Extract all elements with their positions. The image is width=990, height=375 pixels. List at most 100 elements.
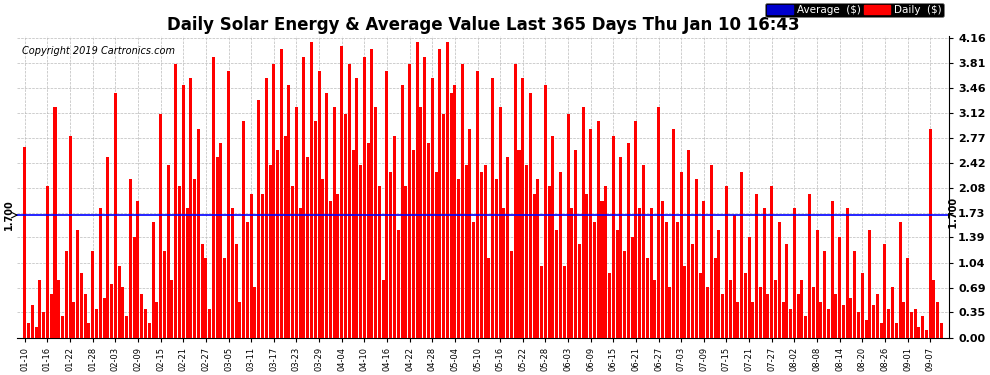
Bar: [585, 194, 588, 338]
Bar: [201, 244, 204, 338]
Bar: [427, 143, 430, 338]
Bar: [831, 201, 834, 338]
Bar: [43, 312, 46, 338]
Bar: [239, 302, 242, 338]
Bar: [122, 287, 125, 338]
Bar: [170, 280, 173, 338]
Bar: [816, 230, 819, 338]
Bar: [672, 129, 675, 338]
Bar: [506, 158, 509, 338]
Bar: [31, 305, 34, 338]
Bar: [341, 46, 344, 338]
Bar: [220, 143, 223, 338]
Bar: [518, 150, 521, 338]
Bar: [227, 71, 230, 338]
Bar: [283, 136, 287, 338]
Bar: [499, 107, 502, 338]
Bar: [699, 273, 702, 338]
Bar: [747, 237, 750, 338]
Bar: [87, 323, 90, 338]
Bar: [616, 230, 619, 338]
Bar: [921, 316, 924, 338]
Bar: [314, 122, 317, 338]
Bar: [243, 122, 246, 338]
Bar: [439, 50, 442, 338]
Bar: [797, 294, 800, 338]
Bar: [781, 302, 785, 338]
Bar: [355, 78, 358, 338]
Bar: [547, 186, 550, 338]
Bar: [623, 251, 626, 338]
Bar: [272, 64, 275, 338]
Bar: [125, 316, 128, 338]
Bar: [235, 244, 238, 338]
Bar: [789, 309, 792, 338]
Bar: [849, 298, 852, 338]
Bar: [570, 208, 573, 338]
Bar: [72, 302, 75, 338]
Bar: [510, 251, 513, 338]
Bar: [468, 129, 471, 338]
Bar: [80, 273, 83, 338]
Bar: [729, 280, 732, 338]
Bar: [785, 244, 788, 338]
Bar: [333, 107, 336, 338]
Bar: [446, 42, 448, 338]
Bar: [151, 222, 154, 338]
Bar: [129, 179, 132, 338]
Bar: [148, 323, 150, 338]
Bar: [657, 107, 660, 338]
Bar: [868, 230, 871, 338]
Bar: [741, 172, 743, 338]
Bar: [533, 194, 536, 338]
Bar: [899, 222, 902, 338]
Bar: [883, 244, 886, 338]
Bar: [257, 100, 260, 338]
Bar: [261, 194, 264, 338]
Bar: [683, 266, 686, 338]
Bar: [249, 194, 252, 338]
Bar: [182, 86, 185, 338]
Bar: [155, 302, 158, 338]
Bar: [103, 298, 106, 338]
Bar: [937, 302, 940, 338]
Bar: [295, 107, 298, 338]
Bar: [880, 323, 883, 338]
Bar: [141, 294, 144, 338]
Bar: [891, 287, 894, 338]
Bar: [653, 280, 656, 338]
Bar: [347, 64, 350, 338]
Bar: [770, 186, 773, 338]
Bar: [845, 208, 848, 338]
Bar: [664, 222, 667, 338]
Bar: [529, 93, 532, 338]
Bar: [566, 114, 569, 338]
Bar: [876, 294, 879, 338]
Bar: [133, 237, 136, 338]
Bar: [759, 287, 762, 338]
Bar: [310, 42, 313, 338]
Bar: [280, 50, 283, 338]
Bar: [329, 201, 332, 338]
Bar: [39, 280, 42, 338]
Bar: [318, 71, 321, 338]
Bar: [842, 305, 844, 338]
Bar: [362, 57, 366, 338]
Bar: [106, 158, 109, 338]
Text: 1.700: 1.700: [4, 200, 14, 231]
Bar: [839, 237, 842, 338]
Bar: [374, 107, 377, 338]
Bar: [835, 294, 838, 338]
Bar: [737, 302, 740, 338]
Bar: [193, 179, 196, 338]
Bar: [914, 309, 917, 338]
Bar: [24, 147, 27, 338]
Bar: [27, 323, 30, 338]
Bar: [476, 71, 479, 338]
Bar: [449, 93, 452, 338]
Bar: [812, 287, 815, 338]
Bar: [224, 258, 227, 338]
Bar: [593, 222, 596, 338]
Bar: [61, 316, 64, 338]
Bar: [84, 294, 87, 338]
